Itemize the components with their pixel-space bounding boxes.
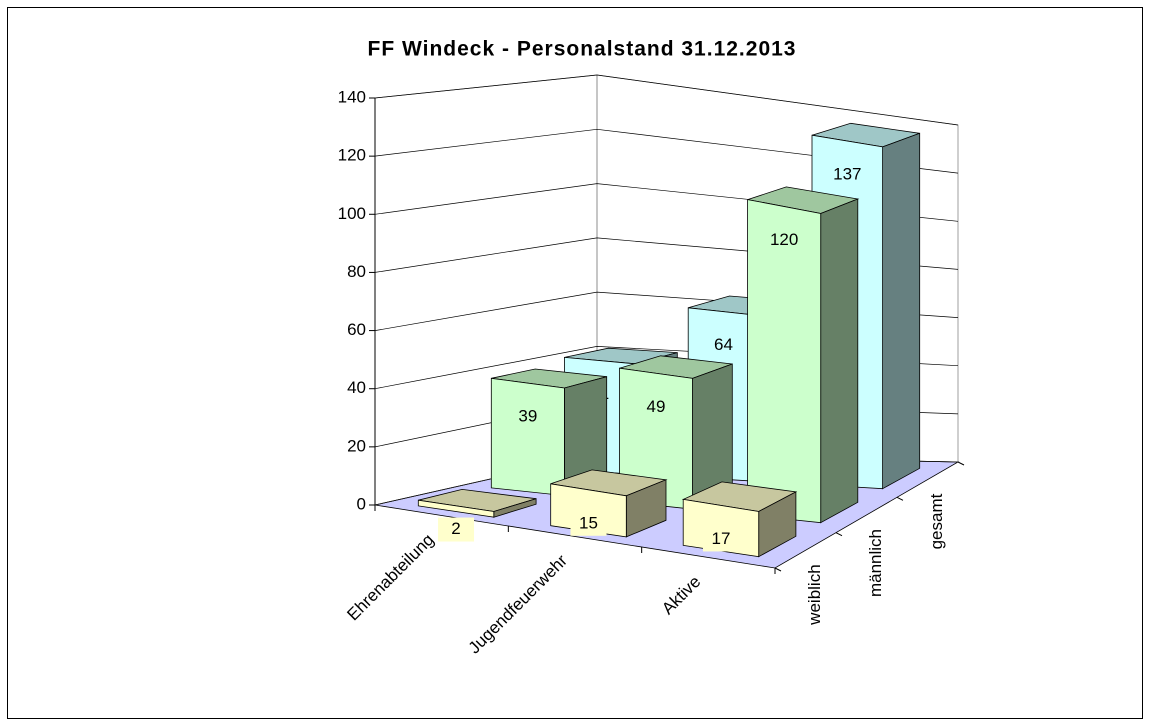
data-label: 49 <box>647 397 666 416</box>
data-label: 64 <box>714 335 733 354</box>
data-label: 39 <box>518 407 537 426</box>
bar: 49 <box>619 355 733 510</box>
y-tick-label: 60 <box>347 320 366 339</box>
y-tick-label: 140 <box>338 87 366 106</box>
data-label-bg <box>570 511 607 536</box>
data-label: 17 <box>712 529 731 548</box>
data-label-bg <box>766 228 803 253</box>
z-tick <box>835 532 843 537</box>
bar-front <box>747 199 822 524</box>
y-tick-label: 100 <box>338 204 366 223</box>
bar: 2 <box>417 488 537 542</box>
bar-front <box>417 499 495 518</box>
data-label: 15 <box>579 513 598 532</box>
bar: 15 <box>550 469 668 538</box>
legend-label: männlich <box>866 529 885 597</box>
z-tick <box>896 496 904 501</box>
y-tick-label: 80 <box>347 262 366 281</box>
chart-title: FF Windeck - Personalstand 31.12.2013 <box>368 38 797 61</box>
data-label-bg <box>702 527 739 552</box>
bar-front <box>619 367 693 510</box>
y-tick-label: 120 <box>338 146 366 165</box>
legend-label: gesamt <box>927 493 946 549</box>
data-label-bg <box>438 517 475 542</box>
z-tick <box>774 567 782 572</box>
data-label-bg <box>509 405 546 430</box>
legend-label: weiblich <box>805 564 824 625</box>
bar-front <box>490 377 565 497</box>
bar-side <box>820 198 859 524</box>
y-tick-label: 20 <box>347 436 366 455</box>
data-label-bg <box>705 333 742 358</box>
bar: 17 <box>681 481 798 558</box>
y-tick-label: 0 <box>357 494 366 513</box>
bar: 39 <box>490 368 608 497</box>
data-label-bg <box>638 395 674 420</box>
bar: 120 <box>747 186 860 524</box>
y-tick-label: 40 <box>347 378 366 397</box>
data-label: 2 <box>451 519 460 538</box>
data-label: 137 <box>833 165 861 184</box>
z-tick <box>957 461 965 466</box>
grid-line <box>374 74 959 126</box>
bar-side <box>882 132 921 490</box>
data-label-bg <box>829 163 866 188</box>
data-label: 120 <box>770 230 798 249</box>
